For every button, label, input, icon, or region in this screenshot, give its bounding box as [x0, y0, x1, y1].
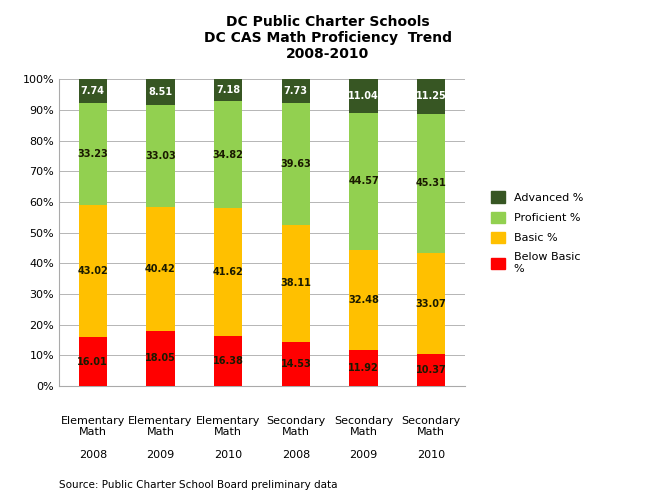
Text: 33.23: 33.23 [77, 149, 108, 159]
Bar [79, 103, 107, 205]
Text: 2008: 2008 [282, 450, 310, 460]
Bar [417, 253, 445, 354]
Text: 41.62: 41.62 [213, 267, 244, 277]
Bar [282, 342, 310, 386]
Bar [417, 354, 445, 386]
Bar [282, 225, 310, 342]
Text: Elementary
Math: Elementary Math [61, 416, 125, 438]
Text: 18.05: 18.05 [145, 353, 176, 363]
Bar [417, 79, 445, 114]
Bar [417, 114, 445, 253]
Text: 11.25: 11.25 [416, 92, 447, 101]
Text: 38.11: 38.11 [280, 278, 311, 288]
Legend: Advanced %, Proficient %, Basic %, Below Basic
%: Advanced %, Proficient %, Basic %, Below… [487, 187, 588, 278]
Bar [214, 336, 242, 386]
Text: 2009: 2009 [349, 450, 378, 460]
Text: Source: Public Charter School Board preliminary data: Source: Public Charter School Board prel… [59, 480, 337, 490]
Bar [146, 79, 175, 105]
Text: 8.51: 8.51 [149, 87, 172, 97]
Text: 33.03: 33.03 [145, 151, 176, 161]
Text: 33.07: 33.07 [416, 298, 447, 308]
Bar [79, 79, 107, 103]
Text: 44.57: 44.57 [348, 176, 379, 187]
Text: 10.37: 10.37 [416, 365, 447, 375]
Bar [146, 105, 175, 206]
Bar [79, 337, 107, 386]
Text: 32.48: 32.48 [348, 295, 379, 305]
Bar [349, 349, 378, 386]
Bar [146, 206, 175, 331]
Bar [146, 331, 175, 386]
Bar [349, 250, 378, 349]
Text: Elementary
Math: Elementary Math [196, 416, 260, 438]
Bar [282, 79, 310, 103]
Text: Elementary
Math: Elementary Math [128, 416, 193, 438]
Bar [349, 79, 378, 113]
Text: 7.73: 7.73 [284, 86, 308, 96]
Text: 7.18: 7.18 [216, 85, 240, 95]
Bar [214, 208, 242, 336]
Text: Secondary
Math: Secondary Math [266, 416, 326, 438]
Text: 14.53: 14.53 [280, 359, 311, 369]
Text: DC Public Charter Schools
DC CAS Math Proficiency  Trend
2008-2010: DC Public Charter Schools DC CAS Math Pr… [204, 15, 451, 61]
Text: 11.92: 11.92 [348, 363, 379, 373]
Text: 2009: 2009 [146, 450, 175, 460]
Bar [214, 101, 242, 208]
Bar [214, 79, 242, 101]
Text: 34.82: 34.82 [213, 149, 244, 160]
Text: Secondary
Math: Secondary Math [334, 416, 393, 438]
Text: 43.02: 43.02 [77, 266, 108, 276]
Text: Secondary
Math: Secondary Math [402, 416, 461, 438]
Text: 2008: 2008 [79, 450, 107, 460]
Bar [79, 205, 107, 337]
Text: 39.63: 39.63 [280, 159, 311, 169]
Text: 16.01: 16.01 [77, 356, 108, 366]
Bar [349, 113, 378, 250]
Text: 40.42: 40.42 [145, 264, 176, 274]
Text: 2010: 2010 [417, 450, 445, 460]
Text: 45.31: 45.31 [416, 178, 447, 188]
Text: 7.74: 7.74 [81, 86, 105, 96]
Text: 16.38: 16.38 [213, 356, 244, 366]
Text: 2010: 2010 [214, 450, 242, 460]
Bar [282, 103, 310, 225]
Text: 11.04: 11.04 [348, 91, 379, 101]
